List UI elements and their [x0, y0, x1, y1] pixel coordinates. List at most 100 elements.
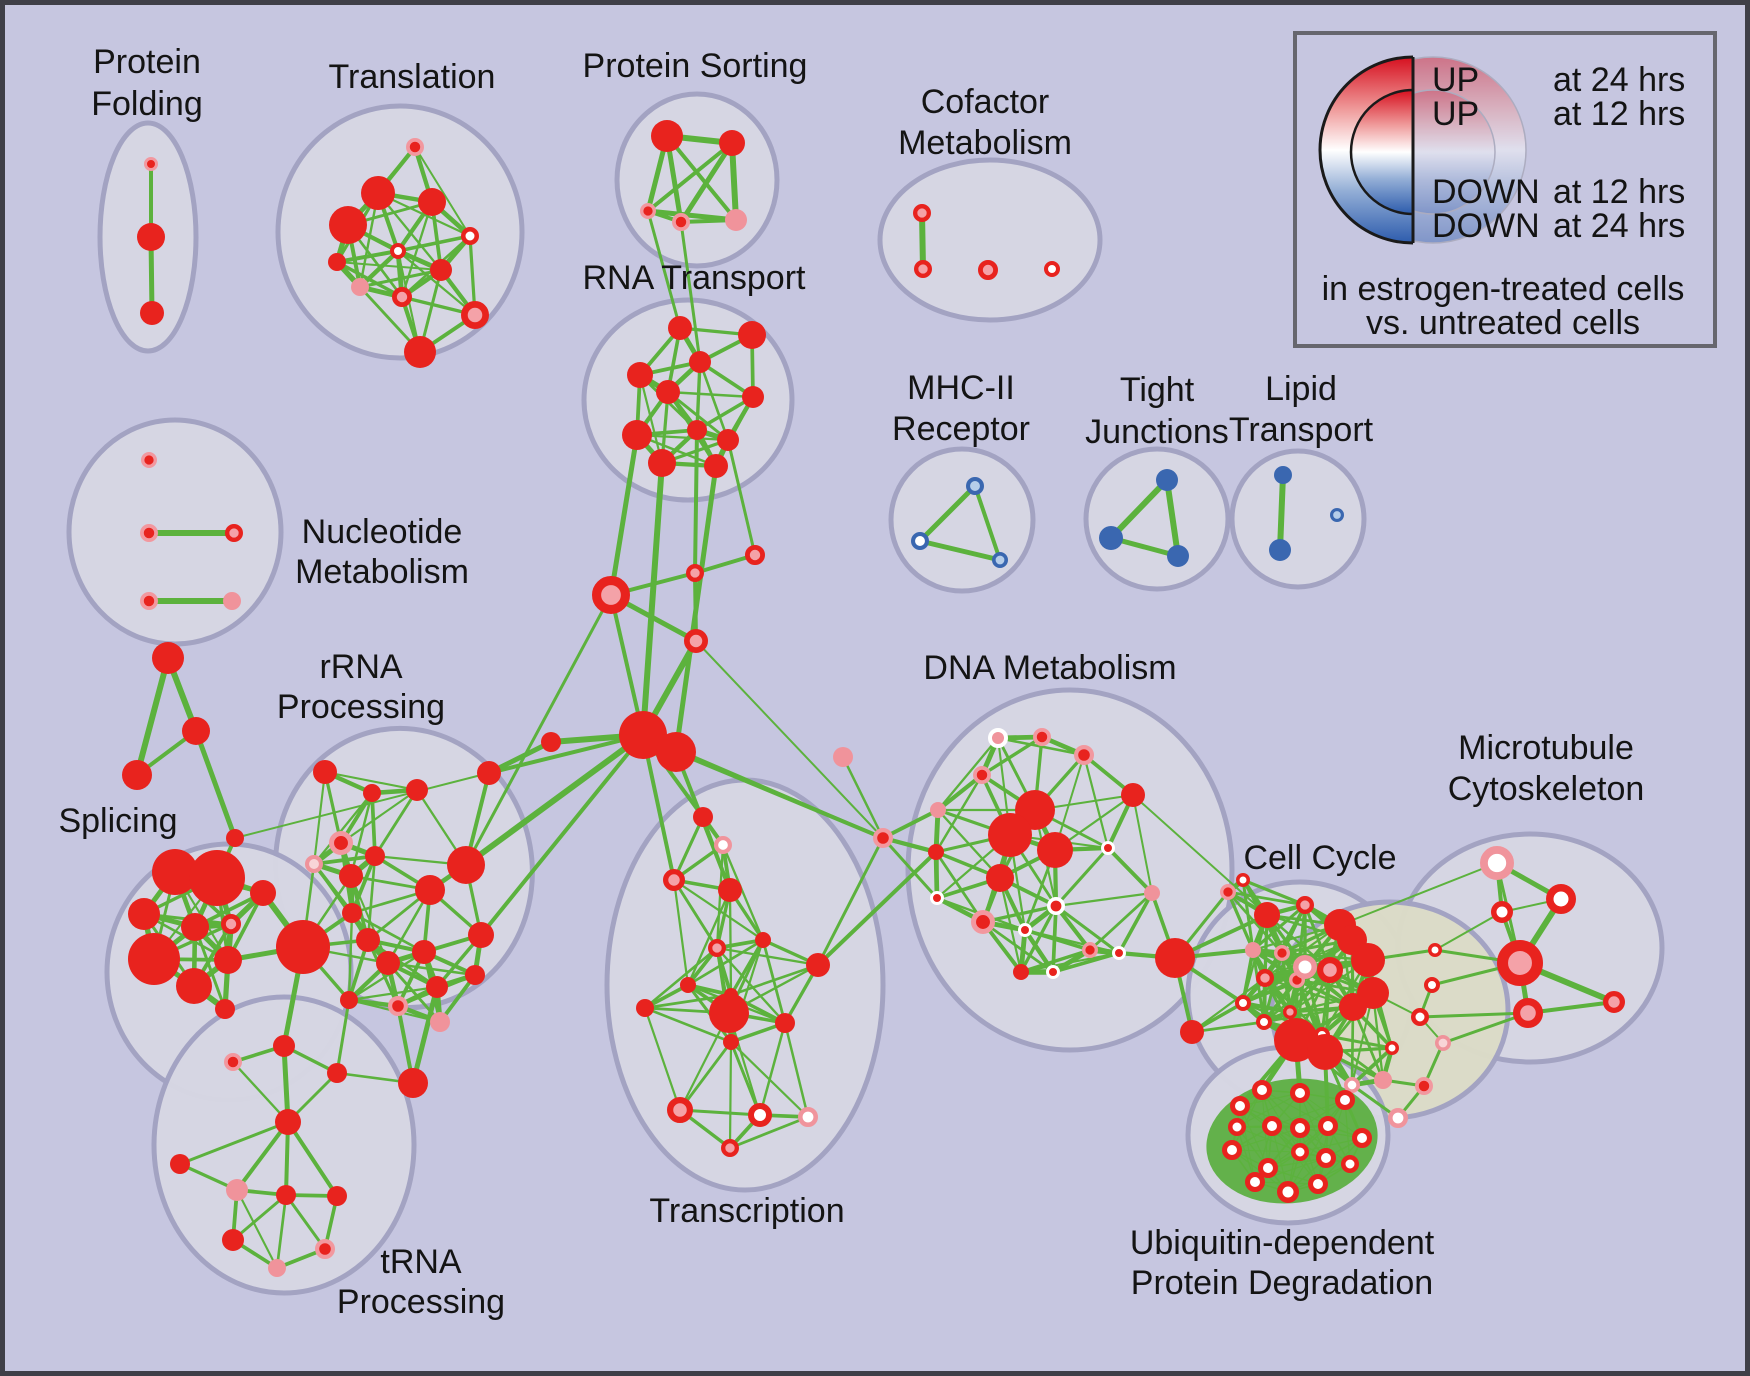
cluster-edge — [728, 1115, 810, 1150]
cluster-label-tight-junctions: Tight — [1120, 371, 1195, 409]
legend-direction-label: DOWN — [1432, 173, 1540, 211]
cluster-edge — [335, 249, 400, 264]
gene-node — [797, 1107, 818, 1128]
gene-node — [745, 545, 766, 566]
gene-node — [1497, 940, 1544, 987]
gene-node — [1290, 1083, 1310, 1103]
inter-cluster-edge — [464, 593, 613, 867]
gene-node — [663, 869, 686, 892]
legend-time-label: at 12 hrs — [1553, 95, 1685, 133]
cluster-edge — [715, 946, 820, 967]
gene-node — [390, 243, 406, 259]
cluster-edge — [323, 770, 343, 845]
gene-node — [707, 938, 726, 957]
gene-node — [725, 209, 747, 231]
gene-node — [672, 212, 691, 231]
cluster-edge — [1239, 1092, 1301, 1107]
gene-node — [315, 1238, 336, 1259]
cluster-edge — [312, 862, 354, 915]
inter-cluster-edge — [641, 733, 676, 882]
gene-node — [1512, 997, 1543, 1028]
legend-direction-label: DOWN — [1432, 207, 1540, 245]
gene-node — [1351, 943, 1385, 977]
cluster-edge — [643, 946, 719, 1010]
cluster-edge — [350, 911, 426, 954]
gene-node — [1293, 955, 1318, 980]
cluster-edge — [1344, 1099, 1351, 1165]
gene-node — [541, 732, 561, 752]
gene-node — [426, 976, 448, 998]
legend-solid-half — [1318, 55, 1413, 245]
cluster-edge — [1053, 903, 1093, 953]
gene-node — [1335, 1090, 1355, 1110]
cluster-ellipse-transcription — [604, 777, 886, 1193]
inter-cluster-edge — [640, 460, 665, 738]
gene-node — [911, 532, 930, 551]
gene-node — [720, 1139, 739, 1158]
cluster-edge — [336, 261, 442, 271]
gene-node — [986, 864, 1014, 892]
gene-node — [1316, 956, 1343, 983]
gene-node — [273, 1035, 295, 1057]
gene-node — [268, 1259, 286, 1277]
cluster-edge — [1265, 913, 1332, 972]
gene-node — [140, 451, 157, 468]
inter-cluster-edge — [646, 209, 682, 330]
cluster-edge — [936, 736, 1000, 812]
cluster-edge — [729, 1040, 762, 1117]
inter-cluster-edge — [410, 984, 440, 1086]
gene-node — [1228, 1118, 1246, 1136]
cluster-edge — [917, 538, 1003, 563]
gene-node — [656, 380, 680, 404]
cluster-edge — [728, 888, 733, 997]
gene-node — [182, 717, 210, 745]
cluster-edge — [347, 985, 439, 1002]
gene-node — [680, 977, 696, 993]
cluster-edge — [347, 911, 354, 1002]
cluster-edge — [729, 1040, 810, 1119]
cluster-edge — [323, 770, 419, 792]
legend: UP at 24 hrs UP at 12 hrs DOWN at 12 hrs DOWN a… — [1293, 31, 1717, 348]
gene-node — [622, 420, 652, 450]
cluster-edge — [1262, 968, 1332, 1024]
cluster-edge — [1251, 903, 1307, 952]
gene-node — [365, 846, 385, 866]
gene-node — [1546, 884, 1576, 914]
cluster-edge — [335, 260, 404, 299]
gene-node — [223, 592, 241, 610]
legend-caption: in estrogen-treated cells — [1322, 270, 1685, 308]
gene-node — [363, 784, 381, 802]
cluster-ellipse-mhc-ii-receptor — [888, 446, 1036, 594]
cluster-edge — [1054, 891, 1154, 908]
gene-node — [447, 846, 485, 884]
cluster-edge — [758, 1021, 787, 1117]
gene-node — [1252, 1080, 1272, 1100]
gene-node — [1329, 508, 1344, 523]
gene-node — [1291, 1143, 1309, 1161]
gene-node — [912, 204, 931, 223]
cluster-edge — [231, 1193, 288, 1242]
gene-node — [1156, 469, 1178, 491]
gene-node — [651, 120, 683, 152]
cluster-label-rna-transport: RNA Transport — [583, 259, 807, 297]
gene-node — [339, 864, 363, 888]
gene-node — [833, 747, 853, 767]
gene-node — [327, 1063, 347, 1083]
cluster-edge — [698, 360, 730, 442]
cluster-edge — [1054, 846, 1110, 908]
cluster-edge — [695, 360, 702, 432]
gene-node — [619, 711, 667, 759]
cluster-ellipse-trna-processing — [151, 994, 417, 1296]
gene-node — [226, 829, 244, 847]
cluster-edge — [312, 770, 327, 866]
inter-cluster-edge — [693, 428, 699, 575]
gene-node — [1044, 261, 1060, 277]
inter-cluster-edge — [335, 998, 351, 1075]
cluster-edge — [349, 791, 374, 878]
cluster-edge — [1117, 891, 1154, 955]
gene-node — [1343, 1076, 1360, 1093]
legend-time-label: at 24 hrs — [1553, 207, 1685, 245]
cluster-edge — [1051, 951, 1121, 974]
gene-node — [1491, 901, 1513, 923]
